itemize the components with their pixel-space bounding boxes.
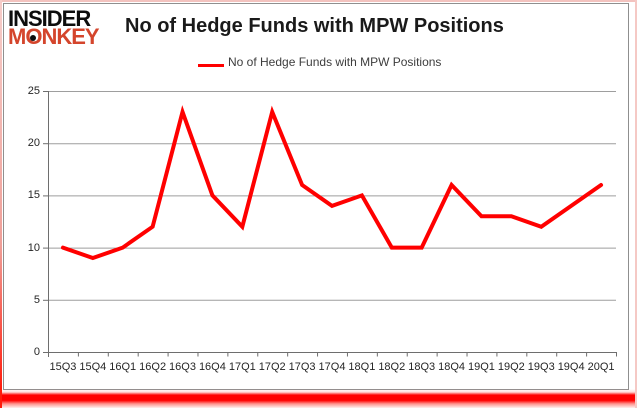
y-axis-label: 5 bbox=[33, 293, 40, 306]
x-axis-label: 18Q4 bbox=[438, 361, 466, 373]
x-axis-label: 16Q4 bbox=[198, 361, 226, 373]
legend-label: No of Hedge Funds with MPW Positions bbox=[228, 55, 442, 69]
chart-title: No of Hedge Funds with MPW Positions bbox=[125, 15, 504, 37]
x-axis-label: 16Q1 bbox=[109, 361, 137, 373]
insider-monkey-logo: INSIDER MONKEY bbox=[8, 8, 100, 49]
x-axis-label: 20Q1 bbox=[587, 361, 615, 373]
logo-monkey-o: O bbox=[25, 24, 42, 49]
x-axis-label: 18Q1 bbox=[348, 361, 376, 373]
x-axis-label: 16Q3 bbox=[169, 361, 196, 373]
x-axis-label: 19Q2 bbox=[497, 361, 525, 373]
x-axis-label: 17Q3 bbox=[288, 361, 316, 373]
y-axis-label: 10 bbox=[27, 241, 40, 254]
logo-monkey-nkey: NKEY bbox=[41, 24, 99, 49]
legend-line-swatch bbox=[198, 64, 224, 67]
x-axis-label: 18Q3 bbox=[408, 361, 436, 373]
x-axis-label: 15Q4 bbox=[79, 361, 107, 373]
outer-border-top bbox=[0, 0, 637, 2]
logo-monkey-m: M bbox=[8, 24, 26, 49]
x-axis-label: 19Q1 bbox=[468, 361, 495, 373]
x-axis-label: 17Q1 bbox=[228, 361, 256, 373]
x-axis-label: 19Q4 bbox=[557, 361, 585, 373]
x-axis-label: 15Q3 bbox=[49, 361, 77, 373]
y-axis-label: 20 bbox=[27, 137, 40, 150]
series-line bbox=[60, 105, 604, 261]
outer-border-left bbox=[0, 0, 2, 408]
y-axis-label: 15 bbox=[27, 189, 40, 202]
x-axis-label: 16Q2 bbox=[139, 361, 167, 373]
logo-line-monkey: MONKEY bbox=[8, 24, 100, 49]
x-axis-label: 19Q3 bbox=[527, 361, 555, 373]
bottom-red-glow bbox=[0, 389, 637, 408]
y-axis-label: 25 bbox=[27, 85, 40, 97]
y-axis-label: 0 bbox=[33, 346, 40, 358]
x-axis-label: 18Q2 bbox=[378, 361, 406, 373]
x-axis-label: 17Q2 bbox=[258, 361, 286, 373]
x-axis-label: 17Q4 bbox=[318, 361, 346, 373]
outer-border-right bbox=[635, 0, 637, 408]
